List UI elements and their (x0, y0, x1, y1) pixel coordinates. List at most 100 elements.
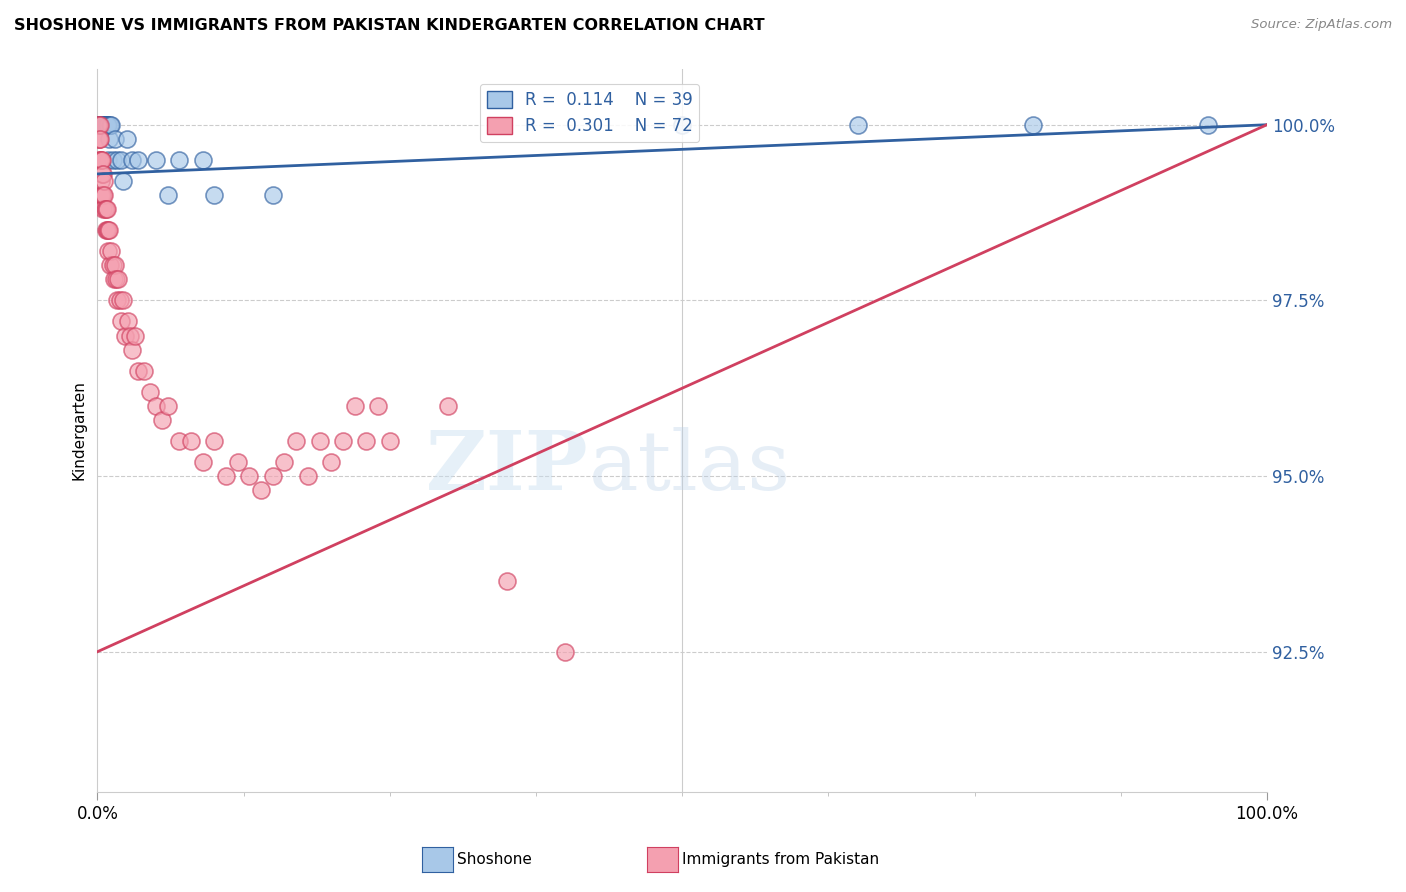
Point (90, 174, 112, 188)
Text: ZIP: ZIP (426, 426, 589, 507)
Point (114, 328, 136, 343)
Point (1022, 118, 1045, 132)
Point (356, 434, 378, 448)
Point (202, 434, 225, 448)
Point (101, 258, 124, 272)
Point (104, 258, 127, 272)
Point (93, 188, 115, 202)
Point (150, 413, 173, 427)
Point (97, 118, 120, 132)
Point (297, 469, 319, 483)
Point (167, 434, 190, 448)
Point (105, 153, 128, 167)
Point (139, 384, 162, 399)
Point (90, 118, 112, 132)
Point (343, 399, 366, 413)
Point (89, 118, 111, 132)
Point (285, 434, 308, 448)
Point (96, 202, 118, 216)
Point (250, 483, 273, 497)
Point (112, 293, 135, 308)
Point (107, 272, 129, 286)
Point (93, 174, 115, 188)
Point (103, 272, 125, 286)
Point (94, 118, 117, 132)
Point (156, 188, 179, 202)
Point (110, 314, 132, 328)
Point (121, 153, 143, 167)
Point (115, 132, 138, 146)
Point (105, 293, 128, 308)
Point (110, 153, 132, 167)
Point (321, 455, 343, 469)
Point (226, 455, 249, 469)
Point (97, 223, 120, 237)
Point (89, 132, 111, 146)
Point (93, 118, 115, 132)
Point (437, 399, 460, 413)
Point (94, 202, 117, 216)
Point (191, 153, 214, 167)
Point (145, 399, 167, 413)
Point (91, 188, 114, 202)
Point (94, 202, 117, 216)
Point (191, 455, 214, 469)
Point (90, 153, 112, 167)
Point (112, 174, 135, 188)
Point (134, 364, 156, 378)
Point (127, 153, 149, 167)
Point (332, 434, 354, 448)
Point (94, 118, 117, 132)
Point (90, 188, 112, 202)
Point (93, 118, 115, 132)
Point (87, 118, 110, 132)
Point (101, 153, 124, 167)
Point (91, 118, 114, 132)
Point (91, 188, 114, 202)
Point (87, 153, 110, 167)
Point (91, 118, 114, 132)
Point (273, 455, 295, 469)
Point (167, 153, 190, 167)
Point (96, 223, 118, 237)
Point (91, 118, 114, 132)
Point (127, 364, 149, 378)
Point (105, 272, 128, 286)
Point (120, 328, 142, 343)
Point (96, 118, 118, 132)
Point (96, 118, 118, 132)
Point (98, 132, 121, 146)
Point (89, 153, 111, 167)
Point (94, 223, 117, 237)
Point (97, 244, 120, 259)
Point (89, 118, 111, 132)
Point (145, 153, 167, 167)
Point (87, 118, 110, 132)
Point (124, 328, 146, 343)
Point (91, 202, 114, 216)
Point (87, 118, 110, 132)
Point (89, 118, 111, 132)
Point (215, 469, 238, 483)
Text: Shoshone: Shoshone (457, 853, 531, 867)
Point (308, 434, 330, 448)
Text: atlas: atlas (589, 426, 790, 507)
Point (495, 574, 517, 589)
Point (100, 244, 122, 259)
Point (87, 118, 110, 132)
Point (202, 188, 225, 202)
Text: SHOSHONE VS IMMIGRANTS FROM PAKISTAN KINDERGARTEN CORRELATION CHART: SHOSHONE VS IMMIGRANTS FROM PAKISTAN KIN… (14, 18, 765, 33)
Point (94, 118, 117, 132)
Point (90, 118, 112, 132)
Point (554, 645, 576, 659)
Text: Source: ZipAtlas.com: Source: ZipAtlas.com (1251, 18, 1392, 31)
Point (121, 343, 143, 357)
Point (104, 132, 127, 146)
Point (378, 434, 401, 448)
Point (180, 434, 202, 448)
Point (90, 167, 112, 181)
Point (91, 167, 114, 181)
Legend: R =  0.114    N = 39, R =  0.301    N = 72: R = 0.114 N = 39, R = 0.301 N = 72 (479, 84, 699, 142)
Point (238, 469, 260, 483)
Point (87, 132, 110, 146)
